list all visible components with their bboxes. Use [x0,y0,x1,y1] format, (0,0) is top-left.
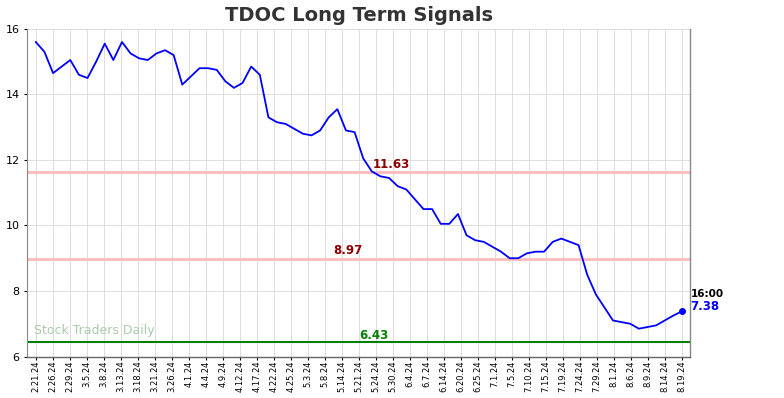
Text: Stock Traders Daily: Stock Traders Daily [34,324,154,337]
Text: 8.97: 8.97 [333,244,363,257]
Text: 6.43: 6.43 [359,328,388,341]
Text: 16:00: 16:00 [691,289,724,298]
Text: 11.63: 11.63 [372,158,410,171]
Title: TDOC Long Term Signals: TDOC Long Term Signals [225,6,493,25]
Text: 7.38: 7.38 [691,300,720,313]
